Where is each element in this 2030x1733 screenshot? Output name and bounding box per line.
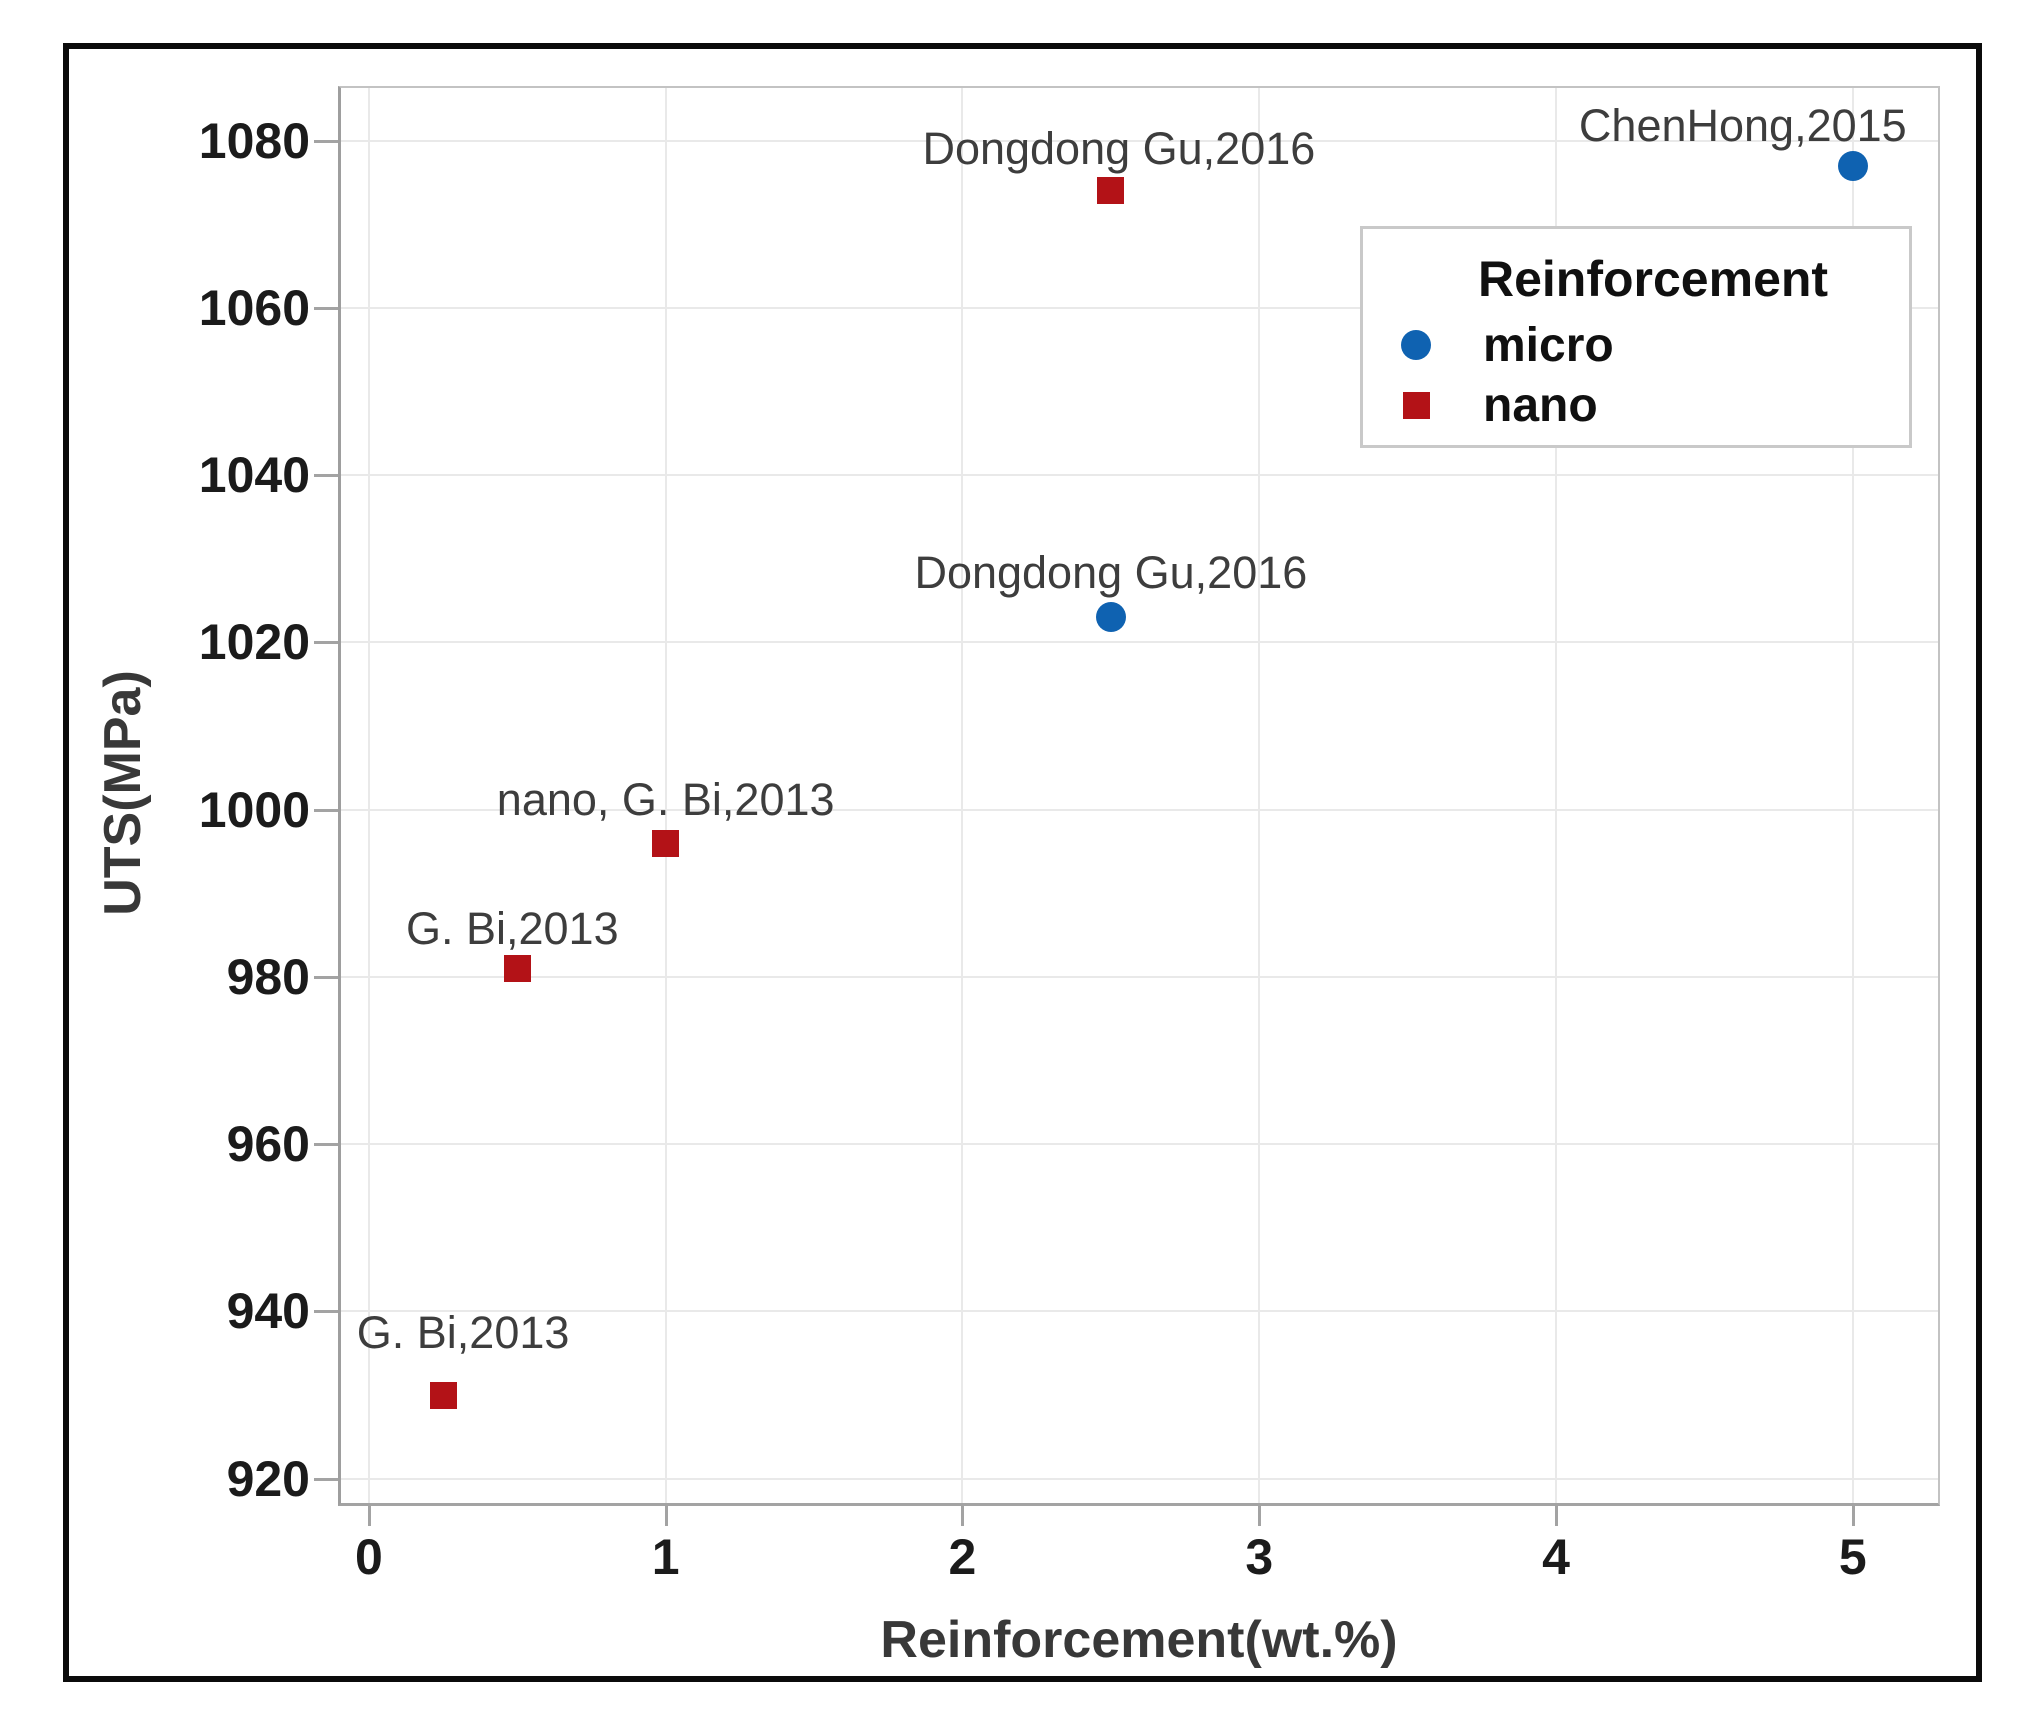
y-tick-label-1020: 1020 <box>198 614 310 671</box>
grid-hline-y1080 <box>341 139 1938 142</box>
grid-hline-y960 <box>341 1143 1938 1146</box>
micro-legend-marker-circle-icon <box>1401 330 1431 360</box>
x-tick-label-4: 4 <box>1542 1529 1570 1585</box>
x-tick-1 <box>664 1506 668 1526</box>
x-tick-2 <box>961 1506 965 1526</box>
x-tick-4 <box>1555 1506 1559 1526</box>
legend-entry-nano: nano <box>1399 375 1598 435</box>
y-tick-1020 <box>314 641 338 645</box>
grid-hline-y980 <box>341 975 1938 978</box>
grid-hline-y940 <box>341 1310 1938 1313</box>
point-label-micro-0: Dongdong Gu,2016 <box>914 547 1308 599</box>
point-label-nano-3: Dongdong Gu,2016 <box>922 122 1316 174</box>
point-label-nano-2: nano, G. Bi,2013 <box>496 774 835 826</box>
legend-marker-box <box>1399 391 1433 419</box>
y-tick-940 <box>314 1310 338 1314</box>
x-tick-label-5: 5 <box>1838 1529 1867 1585</box>
y-tick-920 <box>314 1477 338 1481</box>
legend-entry-label: micro <box>1483 318 1614 372</box>
point-micro-0 <box>1095 602 1126 633</box>
grid-hline-y1060 <box>341 306 1938 309</box>
x-tick-label-3: 3 <box>1245 1529 1274 1585</box>
x-axis-title: Reinforcement(wt.%) <box>880 1611 1398 1669</box>
legend-entry-micro: micro <box>1399 315 1614 375</box>
grid-hline-y1000 <box>341 808 1938 811</box>
point-label-nano-0: G. Bi,2013 <box>356 1307 570 1359</box>
point-nano-0 <box>429 1381 457 1409</box>
y-tick-label-1060: 1060 <box>198 279 310 336</box>
x-tick-label-2: 2 <box>948 1529 977 1585</box>
y-tick-label-920: 920 <box>226 1450 310 1507</box>
y-tick-label-1000: 1000 <box>198 781 310 838</box>
grid-vline-x0 <box>367 88 370 1503</box>
y-tick-label-1080: 1080 <box>198 112 310 169</box>
y-tick-1060 <box>314 306 338 310</box>
grid-vline-x1 <box>664 88 667 1503</box>
point-nano-3 <box>1097 177 1125 205</box>
grid-vline-x5 <box>1851 88 1854 1503</box>
point-label-micro-1: ChenHong,2015 <box>1578 99 1907 151</box>
y-tick-1040 <box>314 474 338 478</box>
legend-entry-label: nano <box>1483 378 1598 432</box>
x-tick-5 <box>1851 1506 1855 1526</box>
grid-vline-x2 <box>961 88 964 1503</box>
y-tick-1080 <box>314 139 338 143</box>
y-tick-960 <box>314 1143 338 1147</box>
point-micro-1 <box>1837 150 1868 181</box>
x-tick-3 <box>1258 1506 1262 1526</box>
legend-marker-box <box>1399 330 1433 360</box>
y-tick-980 <box>314 975 338 979</box>
y-tick-label-1040: 1040 <box>198 447 310 504</box>
grid-hline-y1020 <box>341 641 1938 644</box>
grid-hline-y1040 <box>341 474 1938 477</box>
x-tick-0 <box>367 1506 371 1526</box>
y-tick-label-940: 940 <box>226 1283 310 1340</box>
x-tick-label-0: 0 <box>354 1529 383 1585</box>
grid-hline-y920 <box>341 1477 1938 1480</box>
y-tick-label-980: 980 <box>226 948 310 1005</box>
point-nano-2 <box>652 829 680 857</box>
y-tick-label-960: 960 <box>226 1116 310 1173</box>
grid-vline-x3 <box>1258 88 1261 1503</box>
point-label-nano-1: G. Bi,2013 <box>405 902 619 954</box>
nano-legend-marker-square-icon <box>1402 391 1430 419</box>
y-axis-title: UTS(MPa) <box>94 670 152 916</box>
y-tick-1000 <box>314 808 338 812</box>
legend-title: Reinforcement <box>1478 251 1829 307</box>
x-tick-label-1: 1 <box>651 1529 680 1585</box>
grid-vline-x4 <box>1555 88 1558 1503</box>
point-nano-1 <box>503 955 531 983</box>
legend: Reinforcement micro nano <box>1360 226 1912 448</box>
